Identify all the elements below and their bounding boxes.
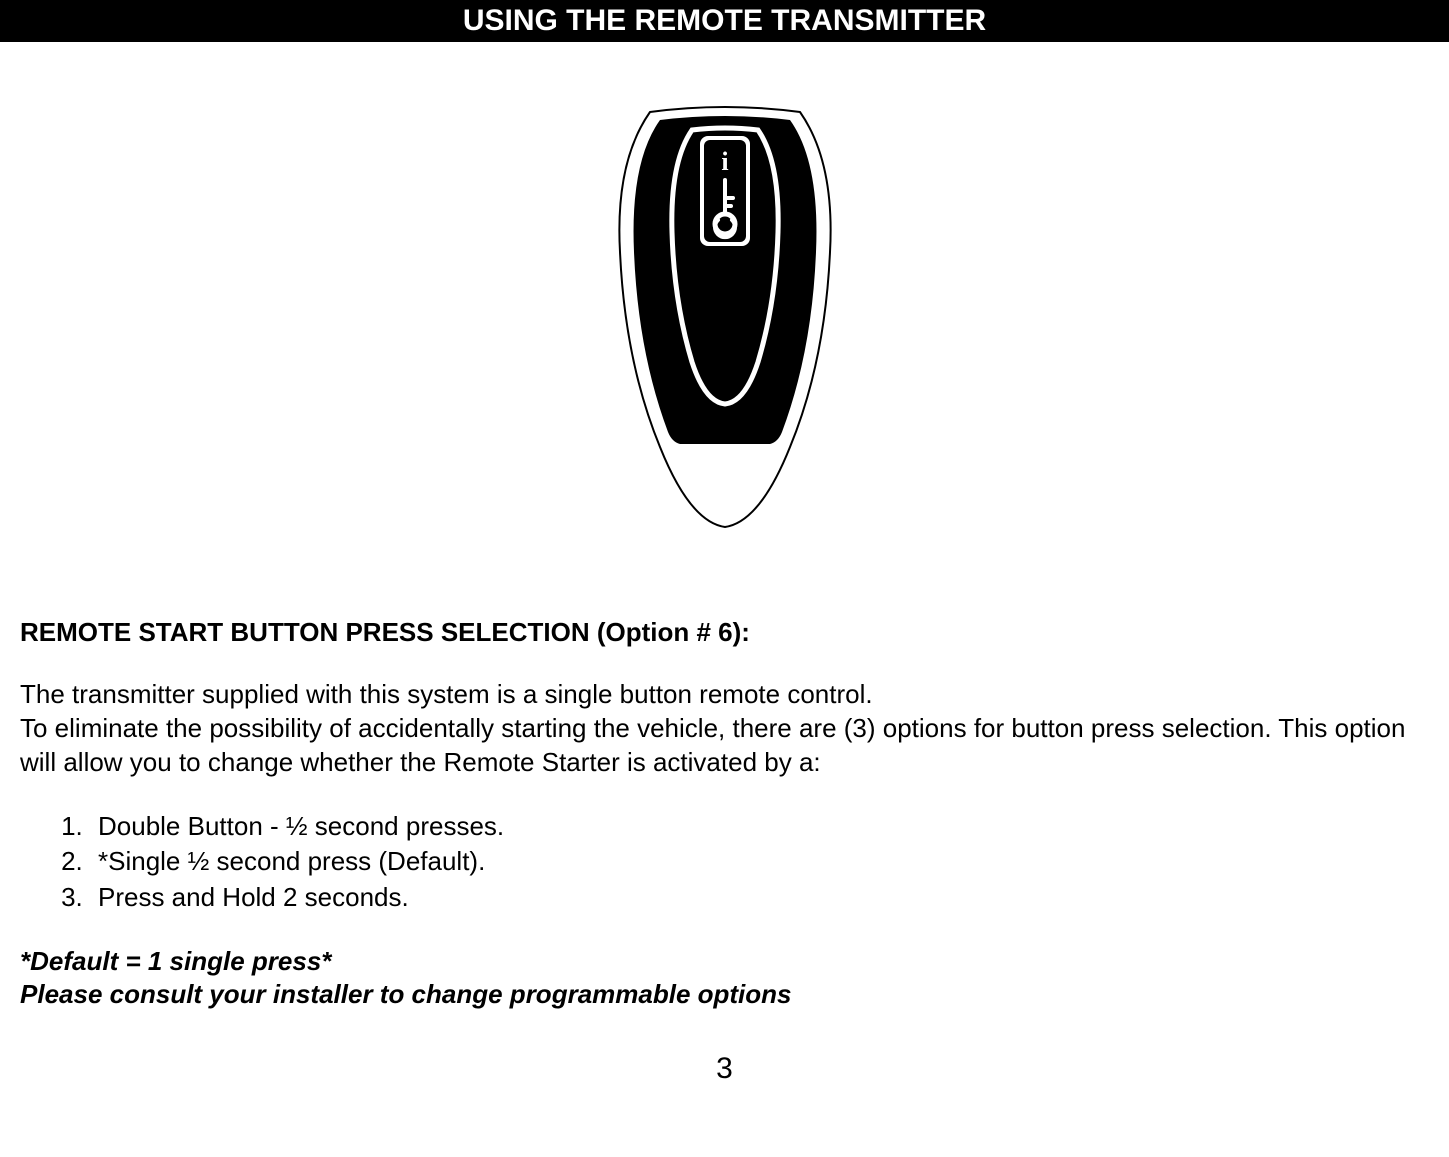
footnote-line-2: Please consult your installer to change … [20, 979, 792, 1009]
remote-figure-container: i [0, 102, 1449, 537]
list-item: Double Button - ½ second presses. [90, 809, 1429, 844]
list-item: Press and Hold 2 seconds. [90, 880, 1429, 915]
footnote-line-1: *Default = 1 single press* [20, 946, 331, 976]
content-section: REMOTE START BUTTON PRESS SELECTION (Opt… [0, 617, 1449, 1012]
body-line-1: The transmitter supplied with this syste… [20, 679, 873, 709]
banner-title: USING THE REMOTE TRANSMITTER [463, 4, 986, 37]
section-banner: USING THE REMOTE TRANSMITTER [0, 0, 1449, 42]
body-line-2: To eliminate the possibility of accident… [20, 713, 1405, 777]
section-heading: REMOTE START BUTTON PRESS SELECTION (Opt… [20, 617, 1429, 648]
page-number: 3 [0, 1052, 1449, 1086]
svg-text:i: i [721, 147, 728, 176]
list-item: *Single ½ second press (Default). [90, 844, 1429, 879]
options-list: Double Button - ½ second presses. *Singl… [90, 809, 1429, 914]
footnote: *Default = 1 single press* Please consul… [20, 945, 1429, 1013]
remote-transmitter-icon: i [610, 102, 840, 532]
body-paragraph: The transmitter supplied with this syste… [20, 678, 1429, 779]
